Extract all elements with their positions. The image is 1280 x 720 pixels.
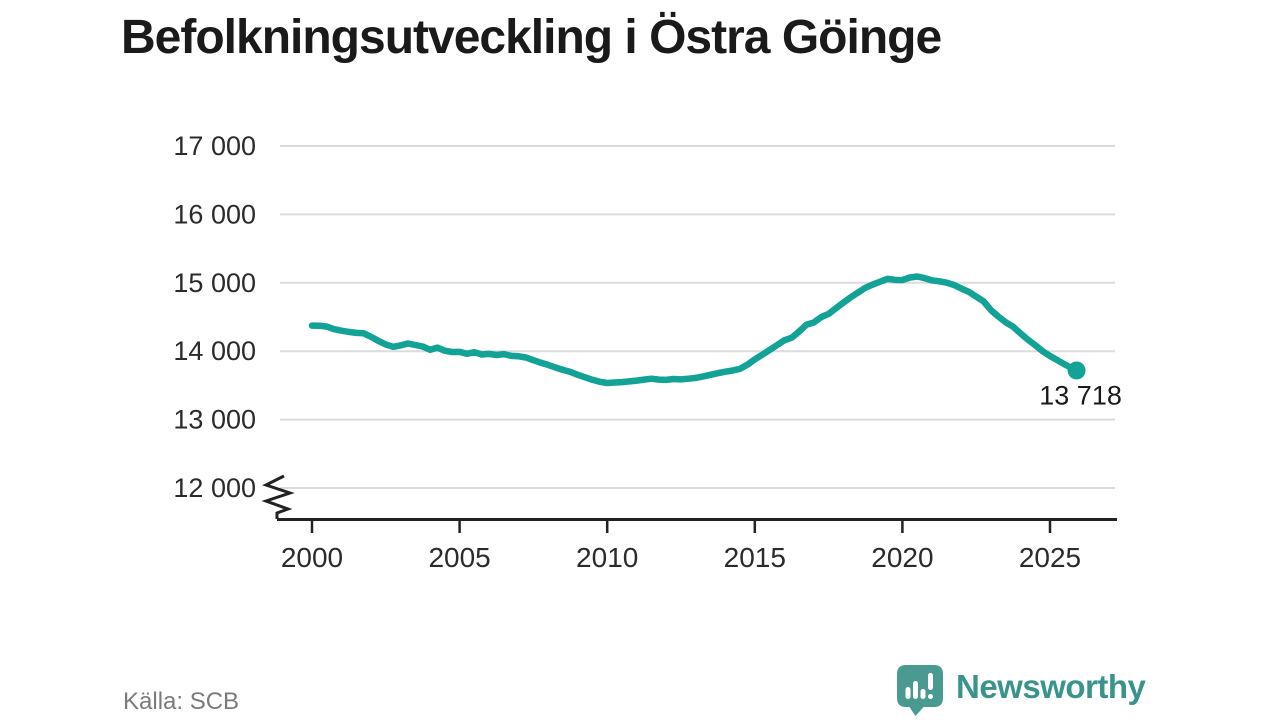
x-tick-label: 2005 (428, 542, 490, 573)
last-point-marker (1067, 361, 1086, 380)
x-tick-label: 2000 (281, 542, 343, 573)
newsworthy-speech-bubble-chart-icon (897, 665, 943, 716)
x-tick-label: 2010 (576, 542, 638, 573)
newsworthy-logo: Newsworthy (897, 665, 1146, 717)
x-tick-label: 2015 (724, 542, 786, 573)
end-value-label: 13 718 (1039, 380, 1122, 410)
y-tick-label: 13 000 (173, 405, 256, 435)
population-line-chart: 12 000 13 000 14 000 15 000 16 000 17 000 2000… (173, 131, 1122, 573)
y-tick-label: 16 000 (173, 199, 256, 229)
y-tick-label: 14 000 (173, 336, 256, 366)
source-note: Källa: SCB (123, 688, 240, 715)
y-tick-label: 12 000 (173, 473, 256, 503)
y-tick-label: 17 000 (173, 131, 256, 161)
newsworthy-wordmark: Newsworthy (956, 667, 1146, 705)
page-title: Befolkningsutveckling i Östra Göinge (121, 11, 942, 64)
axis-break-icon (261, 474, 295, 519)
x-tick-label: 2025 (1019, 542, 1081, 573)
population-line (308, 273, 1080, 387)
x-tick-label: 2020 (871, 542, 933, 573)
y-tick-label: 15 000 (173, 268, 256, 298)
